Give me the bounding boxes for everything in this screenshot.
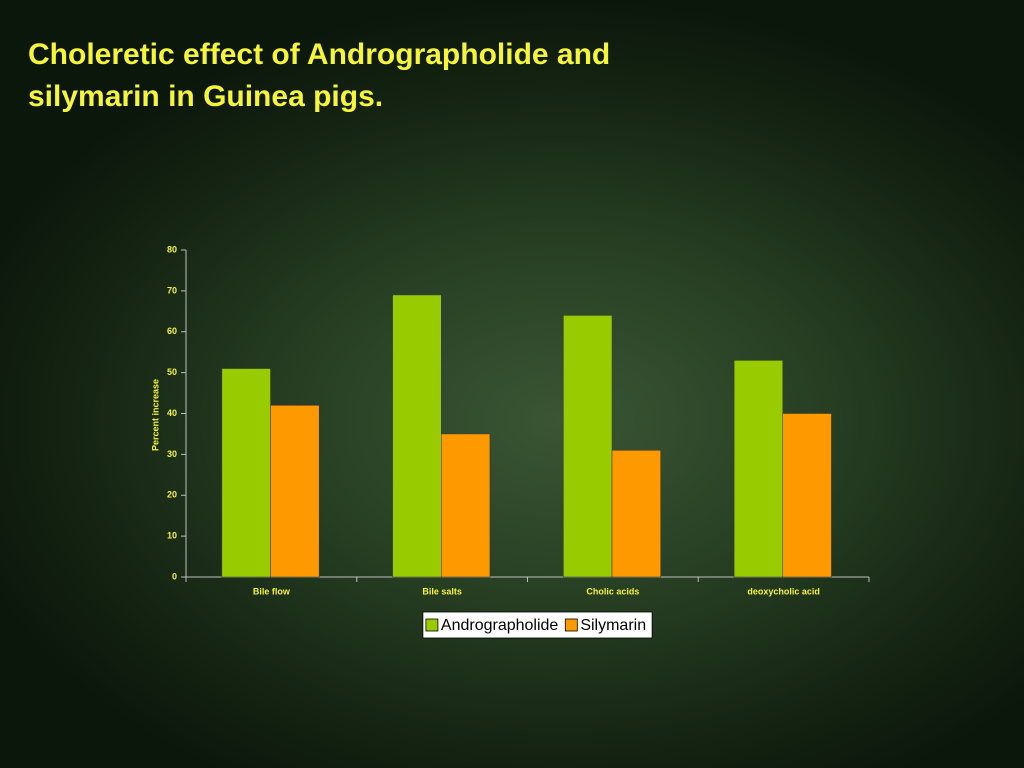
chart-title: Choleretic effect of Andrographolide and… (28, 38, 611, 113)
y-tick-label: 0 (172, 571, 177, 581)
y-tick-label: 60 (167, 326, 177, 336)
y-tick-label: 10 (167, 531, 177, 541)
y-tick-label: 30 (167, 449, 177, 459)
legend-label: Silymarin (580, 617, 646, 634)
x-tick-label: deoxycholic acid (747, 586, 820, 596)
bar (563, 315, 613, 578)
y-tick-label: 70 (167, 285, 177, 295)
y-tick-label: 80 (167, 244, 177, 254)
x-tick-label: Bile salts (422, 586, 462, 596)
bar (782, 413, 832, 578)
legend-label: Andrographolide (441, 617, 559, 634)
bar (611, 450, 661, 578)
legend (422, 611, 653, 639)
bar (733, 360, 784, 578)
y-tick-label: 50 (167, 367, 177, 377)
y-tick-label: 20 (167, 490, 177, 500)
legend-swatch (564, 618, 578, 632)
x-tick-label: Cholic acids (586, 586, 639, 596)
legend-swatch (425, 618, 439, 632)
bar (441, 433, 491, 578)
x-tick-label: Bile flow (253, 586, 291, 596)
bar (221, 368, 271, 578)
y-tick-label: 40 (167, 408, 177, 418)
bar (392, 294, 442, 578)
y-axis-label: Percent increase (150, 379, 160, 451)
bar (270, 405, 320, 578)
